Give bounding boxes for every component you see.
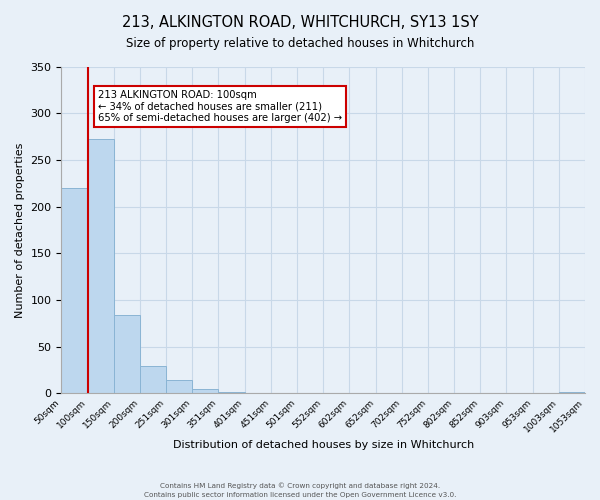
Bar: [61, 188, 88, 394]
Bar: [166, 380, 193, 394]
Bar: [114, 315, 140, 394]
Bar: [218, 392, 245, 394]
X-axis label: Distribution of detached houses by size in Whitchurch: Distribution of detached houses by size …: [173, 440, 474, 450]
Y-axis label: Number of detached properties: Number of detached properties: [15, 142, 25, 318]
Text: Contains HM Land Registry data © Crown copyright and database right 2024.: Contains HM Land Registry data © Crown c…: [160, 482, 440, 489]
Text: Size of property relative to detached houses in Whitchurch: Size of property relative to detached ho…: [126, 38, 474, 51]
Bar: [140, 366, 166, 394]
Text: 213, ALKINGTON ROAD, WHITCHURCH, SY13 1SY: 213, ALKINGTON ROAD, WHITCHURCH, SY13 1S…: [122, 15, 478, 30]
Text: Contains public sector information licensed under the Open Government Licence v3: Contains public sector information licen…: [144, 492, 456, 498]
Text: 213 ALKINGTON ROAD: 100sqm
← 34% of detached houses are smaller (211)
65% of sem: 213 ALKINGTON ROAD: 100sqm ← 34% of deta…: [98, 90, 342, 123]
Bar: [559, 392, 585, 394]
Bar: [193, 389, 218, 394]
Bar: [88, 140, 114, 394]
